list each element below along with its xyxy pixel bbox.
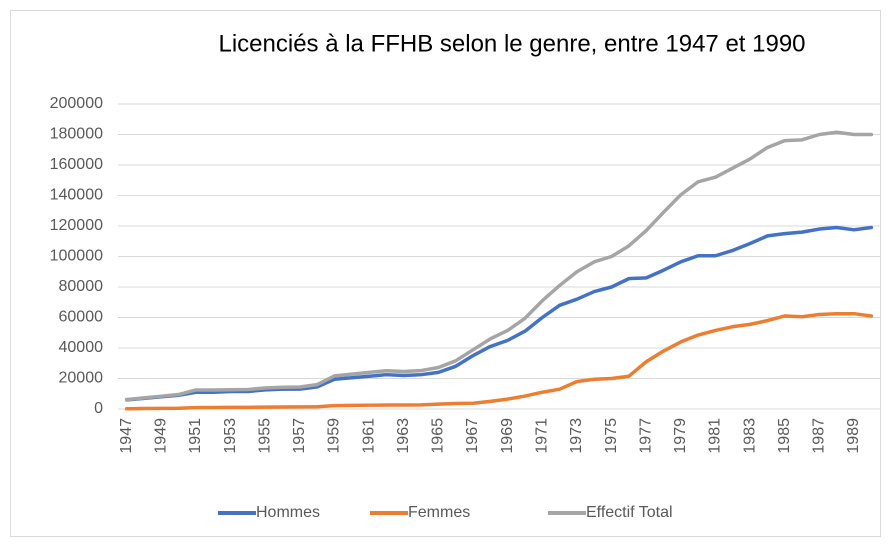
x-tick-label: 1975 (603, 418, 620, 454)
x-tick-label: 1969 (499, 418, 516, 454)
x-tick-label: 1957 (291, 418, 308, 454)
x-tick-label: 1973 (568, 418, 585, 454)
x-tick-label: 1951 (187, 418, 204, 454)
y-tick-label: 20000 (59, 370, 104, 387)
legend-label: Effectif Total (586, 504, 673, 521)
x-tick-label: 1977 (637, 418, 654, 454)
x-tick-label: 1959 (326, 418, 343, 454)
x-tick-label: 1979 (672, 418, 689, 454)
x-tick-label: 1965 (430, 418, 447, 454)
y-tick-label: 200000 (50, 95, 103, 112)
line-series (124, 130, 874, 402)
x-tick-label: 1961 (360, 418, 377, 454)
x-tick-label: 1967 (464, 418, 481, 454)
y-tick-label: 120000 (50, 217, 103, 234)
y-tick-label: 60000 (59, 309, 104, 326)
line-series (124, 225, 874, 402)
x-tick-label: 1949 (153, 418, 170, 454)
line-series (124, 311, 874, 411)
x-tick-label: 1947 (118, 418, 135, 454)
y-tick-label: 180000 (50, 126, 103, 143)
y-tick-label: 100000 (50, 248, 103, 265)
x-tick-label: 1955 (256, 418, 273, 454)
y-tick-label: 0 (94, 400, 103, 417)
chart-title: Licenciés à la FFHB selon le genre, entr… (218, 30, 805, 57)
x-tick-label: 1971 (534, 418, 551, 454)
y-tick-label: 40000 (59, 339, 104, 356)
x-tick-label: 1985 (776, 418, 793, 454)
x-tick-label: 1981 (707, 418, 724, 454)
y-tick-label: 140000 (50, 187, 103, 204)
y-tick-label: 160000 (50, 156, 103, 173)
x-tick-label: 1953 (222, 418, 239, 454)
legend-label: Hommes (256, 504, 320, 521)
chart-frame (10, 10, 881, 537)
x-tick-label: 1987 (811, 418, 828, 454)
x-tick-label: 1989 (845, 418, 862, 454)
x-tick-label: 1963 (395, 418, 412, 454)
y-tick-label: 80000 (59, 278, 104, 295)
legend-label: Femmes (408, 504, 470, 521)
x-tick-label: 1983 (741, 418, 758, 454)
